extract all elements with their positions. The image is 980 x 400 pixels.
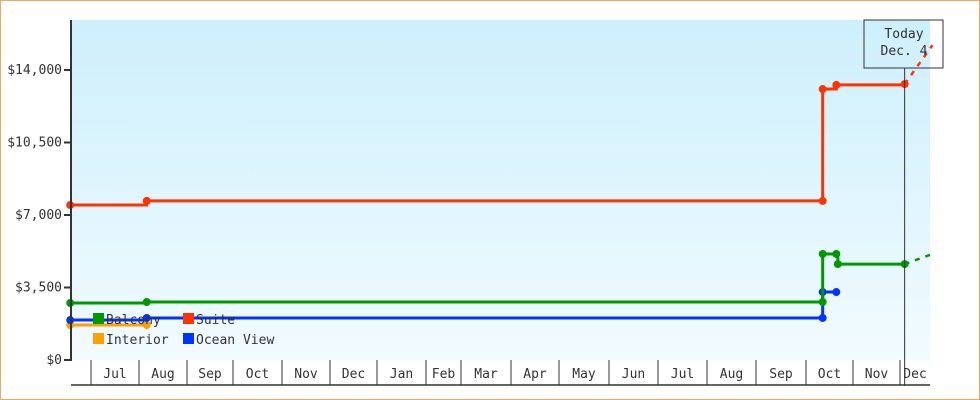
y-tick-label: $0 (46, 353, 62, 368)
legend-swatch-balcony (93, 313, 104, 324)
x-tick-label: Apr (523, 367, 547, 382)
today-date-label: Dec. 4 (881, 44, 928, 59)
plot-area (71, 20, 930, 360)
y-tick-label: $3,500 (15, 281, 62, 296)
x-tick-label: Dec (903, 367, 926, 382)
data-point-balcony (818, 249, 827, 258)
x-tick-label: Oct (818, 367, 841, 382)
data-point-suite (818, 196, 827, 205)
data-point-suite (142, 196, 151, 205)
legend-swatch-suite (183, 313, 194, 324)
today-label-box (863, 19, 944, 69)
x-tick-label: Jul (103, 367, 126, 382)
x-tick-label: Sep (769, 367, 793, 382)
data-point-ocean-view (832, 288, 841, 297)
data-point-suite (832, 80, 841, 89)
x-tick-label: May (572, 367, 596, 382)
today-label: Today (884, 27, 923, 42)
x-tick-label: Nov (294, 367, 318, 382)
data-point-balcony (818, 298, 827, 306)
legend-label-interior: Interior (106, 333, 169, 348)
data-point-balcony (833, 260, 842, 269)
data-point-balcony (142, 298, 151, 306)
data-point-suite (818, 85, 827, 94)
forecast-line-suite (903, 44, 934, 85)
x-tick-label: Jul (671, 367, 694, 382)
data-point-interior (142, 320, 151, 329)
x-tick-label: Oct (246, 367, 269, 382)
data-point-ocean-view (818, 313, 827, 322)
x-tick-label: Mar (474, 367, 498, 382)
legend-label-ocean-view: Ocean View (196, 333, 274, 348)
data-point-balcony (832, 249, 841, 258)
forecast-line-balcony (904, 252, 933, 266)
x-tick-label: Feb (432, 367, 456, 382)
y-tick-label: $14,000 (7, 63, 62, 78)
legend-label-suite: Suite (196, 313, 235, 328)
x-tick-label: Jun (622, 367, 645, 382)
data-point-ocean-view (142, 313, 151, 322)
legend-swatch-interior (93, 333, 104, 344)
x-tick-label: Dec (342, 367, 365, 382)
y-tick-label: $10,500 (7, 136, 62, 151)
x-tick-label: Jan (390, 367, 413, 382)
x-tick-label: Aug (720, 367, 743, 382)
x-tick-label: Nov (865, 367, 889, 382)
x-tick-label: Sep (198, 367, 222, 382)
legend-swatch-ocean-view (183, 333, 194, 344)
y-tick-label: $7,000 (15, 208, 62, 223)
x-tick-label: Aug (151, 367, 174, 382)
legend-label-balcony: Balcony (106, 313, 161, 328)
